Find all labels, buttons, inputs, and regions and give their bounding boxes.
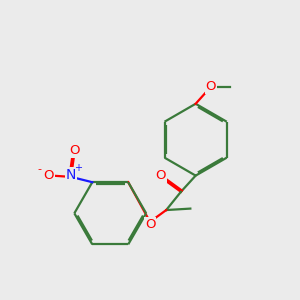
Text: O: O — [206, 80, 216, 93]
Text: O: O — [69, 144, 80, 157]
Text: O: O — [155, 169, 166, 182]
Text: +: + — [74, 163, 83, 173]
Text: -: - — [38, 164, 42, 174]
Text: N: N — [66, 168, 76, 182]
Text: O: O — [145, 218, 155, 231]
Text: O: O — [43, 169, 54, 182]
